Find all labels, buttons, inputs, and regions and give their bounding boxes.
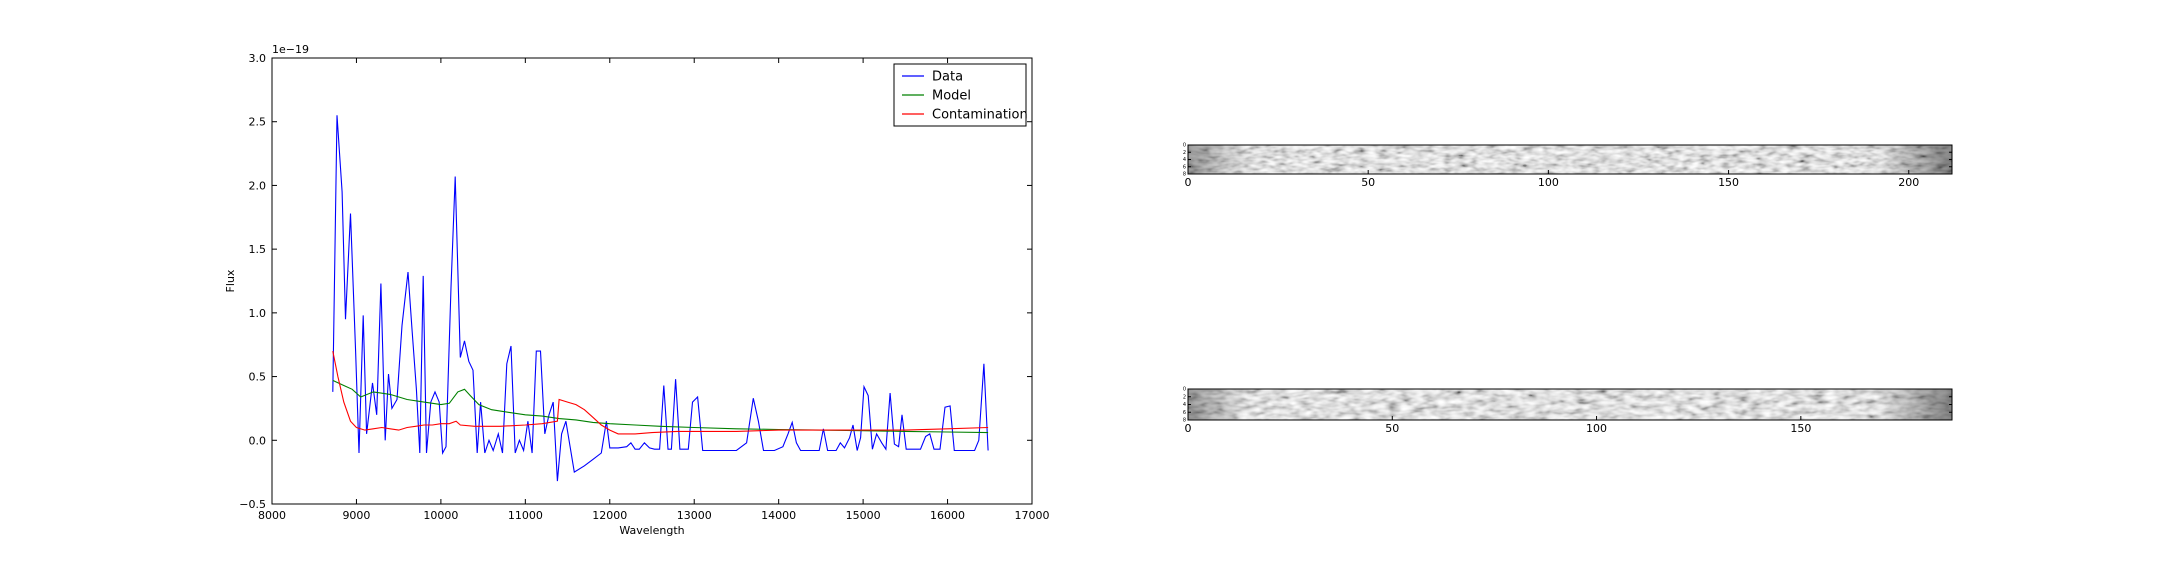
y-tick-label: −0.5 xyxy=(239,498,266,511)
y-tick-label: 2.0 xyxy=(249,179,267,192)
y-axis-label: Flux xyxy=(224,269,237,292)
image-y-tick-label: 0 xyxy=(1183,143,1186,149)
image-y-tick-label: 4 xyxy=(1183,402,1186,408)
y-tick-label: 2.5 xyxy=(249,116,267,129)
x-tick-label: 11000 xyxy=(508,509,543,522)
x-axis-label: Wavelength xyxy=(619,524,684,537)
y-tick-label: 0.5 xyxy=(249,371,267,384)
image-y-tick-label: 8 xyxy=(1183,418,1186,424)
x-tick-label: 13000 xyxy=(677,509,712,522)
image-y-tick-label: 2 xyxy=(1183,150,1186,156)
image-x-tick-label: 100 xyxy=(1538,176,1559,189)
x-tick-label: 14000 xyxy=(761,509,796,522)
image-x-tick-label: 50 xyxy=(1361,176,1375,189)
x-tick-label: 8000 xyxy=(258,509,286,522)
y-tick-label: 1.0 xyxy=(249,307,267,320)
image-y-tick-label: 0 xyxy=(1183,387,1186,393)
y-tick-label: 3.0 xyxy=(249,52,267,65)
image-y-tick-label: 4 xyxy=(1183,157,1186,163)
y-tick-label: 1.5 xyxy=(249,243,267,256)
image-y-tick-label: 6 xyxy=(1183,164,1186,170)
image-x-tick-label: 50 xyxy=(1385,422,1399,435)
legend-label: Contamination xyxy=(932,108,1028,123)
image-x-tick-label: 0 xyxy=(1185,422,1192,435)
image-x-tick-label: 0 xyxy=(1185,176,1192,189)
image-y-tick-label: 6 xyxy=(1183,410,1186,416)
series-line-contamination xyxy=(332,350,989,435)
legend-label: Data xyxy=(932,70,963,85)
image-x-tick-label: 150 xyxy=(1790,422,1811,435)
image-edge-shading xyxy=(1188,389,1952,420)
series-line-model xyxy=(332,379,989,434)
x-tick-label: 17000 xyxy=(1015,509,1050,522)
image-y-tick-label: 8 xyxy=(1183,172,1186,178)
x-tick-label: 15000 xyxy=(846,509,881,522)
image-edge-shading xyxy=(1188,145,1952,174)
series-line-data xyxy=(332,115,989,482)
legend-label: Model xyxy=(932,89,971,104)
x-tick-label: 16000 xyxy=(930,509,965,522)
x-tick-label: 10000 xyxy=(423,509,458,522)
image-y-tick-label: 2 xyxy=(1183,394,1186,400)
x-tick-label: 12000 xyxy=(592,509,627,522)
y-offset-label: 1e−19 xyxy=(272,43,309,56)
spectrum-plot: 8000 9000 10000 11000 12000 13000 14000 15000 16… xyxy=(224,43,1050,537)
legend: Data Model Contamination xyxy=(893,63,1028,127)
x-tick-label: 9000 xyxy=(342,509,370,522)
y-tick-label: 0.0 xyxy=(249,434,267,447)
image-x-tick-label: 200 xyxy=(1898,176,1919,189)
image-x-tick-label: 100 xyxy=(1586,422,1607,435)
image-x-tick-label: 150 xyxy=(1718,176,1739,189)
